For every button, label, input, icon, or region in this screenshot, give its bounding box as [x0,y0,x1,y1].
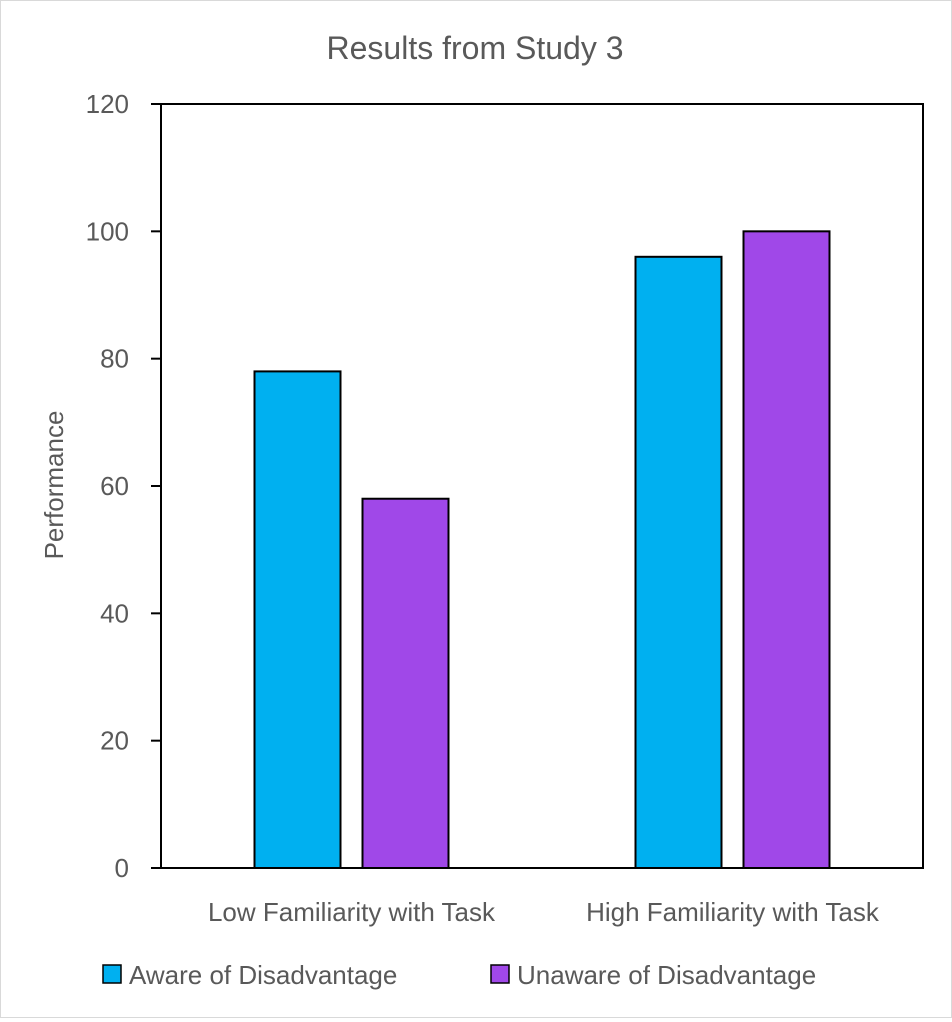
chart-title: Results from Study 3 [327,30,624,66]
y-tick-label: 40 [100,598,129,628]
bar [361,497,450,869]
bar [634,255,723,870]
y-tick-label: 80 [100,344,129,374]
legend: Aware of Disadvantage Unaware of Disadvan… [102,960,816,990]
legend-label: Unaware of Disadvantage [517,960,816,990]
x-axis-labels: Low Familiarity with Task High Familiarit… [208,897,880,927]
legend-swatch [490,964,510,984]
y-axis-label: Performance [39,411,69,560]
legend-label: Aware of Disadvantage [129,960,397,990]
y-tick-label: 0 [115,853,129,883]
bars-group [253,230,831,870]
category-label: Low Familiarity with Task [208,897,496,927]
y-tick-label: 120 [86,89,129,119]
category-label: High Familiarity with Task [586,897,880,927]
bar [742,230,831,870]
y-axis-ticks: 0 20 40 60 80 100 120 [86,89,161,883]
y-tick-label: 60 [100,471,129,501]
y-tick-label: 100 [86,216,129,246]
bar [253,370,342,869]
legend-swatch [102,964,122,984]
y-tick-label: 20 [100,726,129,756]
